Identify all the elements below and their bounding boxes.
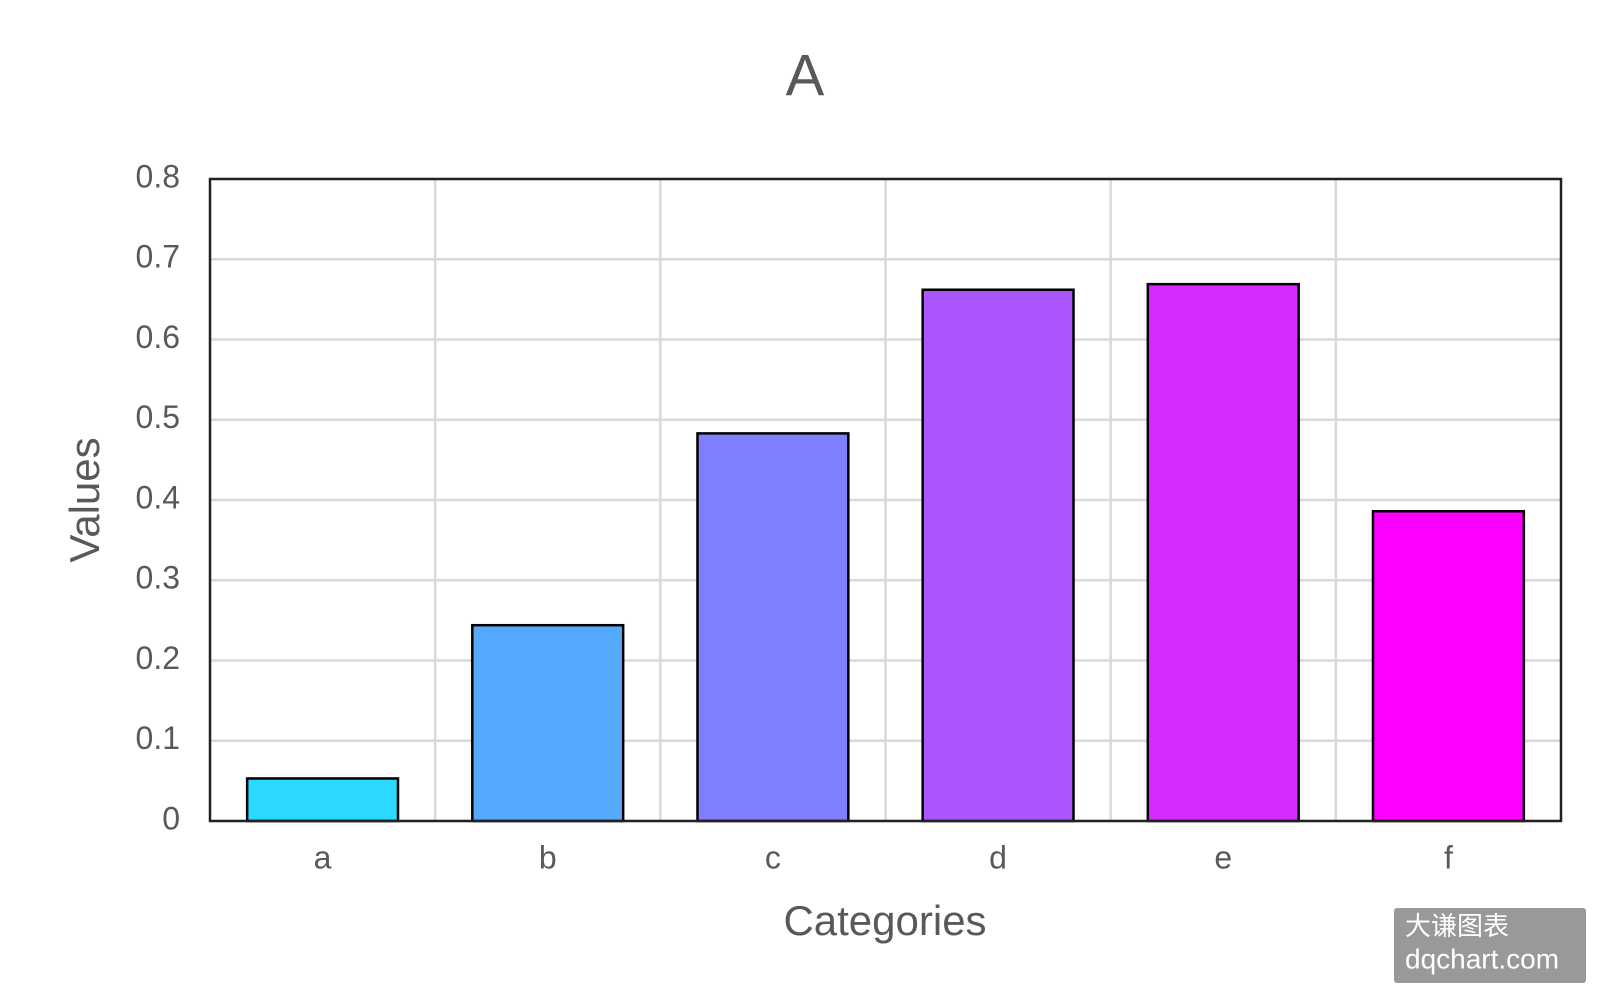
watermark-line: dqchart.com — [1405, 943, 1559, 974]
chart-title: A — [786, 43, 825, 108]
watermark-box — [1394, 908, 1586, 983]
x-tick-label: b — [539, 839, 557, 875]
y-axis-label: Values — [61, 437, 108, 562]
y-tick-label: 0.5 — [136, 399, 180, 435]
x-tick-label: d — [989, 839, 1007, 875]
x-tick-label: c — [765, 839, 781, 875]
y-tick-label: 0.4 — [136, 479, 180, 515]
y-tick-label: 0 — [162, 800, 180, 836]
bar — [696, 432, 850, 823]
bar — [921, 288, 1075, 823]
bar — [1146, 282, 1300, 823]
plot-frame — [208, 177, 1563, 823]
y-tick-label: 0.2 — [136, 640, 180, 676]
bar — [471, 623, 625, 823]
y-tick-label: 0.7 — [136, 239, 180, 275]
x-tick-label: f — [1444, 839, 1453, 875]
y-tick-label: 0.8 — [136, 158, 180, 194]
y-tick-label: 0.6 — [136, 319, 180, 355]
y-tick-label: 0.1 — [136, 720, 180, 756]
x-axis-label: Categories — [783, 897, 986, 944]
bar — [245, 777, 400, 823]
watermark-line: 大谦图表 — [1405, 911, 1509, 941]
watermark: 大谦图表 dqchart.com — [1394, 908, 1586, 983]
y-tick-label: 0.3 — [136, 560, 180, 596]
x-tick-label: e — [1214, 839, 1232, 875]
bar — [1371, 509, 1526, 823]
x-tick-label: a — [314, 839, 332, 875]
